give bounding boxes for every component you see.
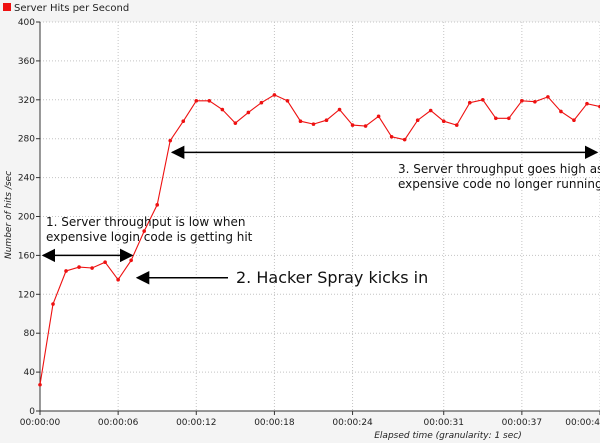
y-tick-label: 0 — [29, 407, 35, 417]
data-point — [350, 123, 355, 127]
data-point — [480, 98, 485, 102]
data-point — [155, 203, 160, 207]
x-tick-label: 00:00:31 — [424, 418, 464, 428]
x-tick-label: 00:00:18 — [254, 418, 295, 428]
y-tick-label: 360 — [18, 57, 35, 67]
data-point — [428, 108, 433, 113]
data-point — [507, 116, 511, 121]
data-point — [585, 101, 589, 106]
y-tick-label: 80 — [24, 329, 36, 339]
data-point — [533, 99, 537, 104]
data-point — [467, 100, 472, 105]
data-point — [90, 266, 94, 270]
data-point — [285, 98, 290, 103]
y-tick-label: 40 — [24, 368, 36, 378]
data-point — [77, 265, 81, 269]
annotation-2-text: 2. Hacker Spray kicks in — [236, 268, 428, 287]
data-point — [389, 134, 394, 139]
data-point — [494, 116, 498, 121]
legend-swatch — [3, 3, 11, 11]
data-point — [51, 302, 55, 306]
y-tick-label: 200 — [18, 213, 35, 223]
data-point — [546, 95, 550, 99]
data-point — [454, 123, 459, 127]
x-tick-label: 00:00:06 — [98, 418, 139, 428]
data-point — [129, 258, 133, 263]
axes: 0 40 80 120 160 200 240 280 320 360 400 00:00:00 00:… — [18, 18, 600, 428]
data-point — [38, 382, 42, 387]
data-point — [181, 119, 186, 123]
data-point — [402, 137, 407, 142]
data-point — [311, 122, 316, 126]
x-axis-title: Elapsed time (granularity: 1 sec) — [374, 431, 522, 441]
x-tick-label: 00:00:4 — [565, 418, 600, 428]
annotation-1-text: 1. Server throughput is low when — [46, 215, 245, 229]
y-tick-label: 280 — [18, 135, 35, 145]
data-point — [246, 110, 251, 115]
x-tick-label: 00:00:24 — [332, 418, 373, 428]
data-point — [298, 119, 303, 123]
y-tick-label: 120 — [18, 290, 35, 300]
data-point — [259, 100, 264, 105]
data-point — [324, 118, 329, 123]
legend-label: Server Hits per Second — [14, 3, 129, 14]
legend: Server Hits per Second — [3, 3, 129, 14]
annotations: 1. Server throughput is low whenexpensiv… — [41, 145, 600, 287]
y-tick-label: 320 — [18, 96, 35, 106]
data-point — [64, 269, 68, 273]
data-point — [168, 138, 173, 143]
data-point — [142, 229, 146, 233]
data-point — [272, 93, 277, 97]
data-point — [363, 124, 368, 128]
y-tick-label: 160 — [18, 251, 35, 261]
y-axis-title: Number of hits /sec — [4, 171, 14, 259]
annotation-3-text: 3. Server throughput goes high as — [398, 162, 600, 176]
x-tick-label: 00:00:12 — [176, 418, 216, 428]
data-point — [194, 98, 199, 103]
x-tick-label: 00:00:37 — [502, 418, 542, 428]
data-point — [572, 118, 576, 123]
data-point — [103, 260, 107, 265]
data-point — [520, 98, 524, 103]
y-tick-label: 400 — [18, 18, 35, 28]
x-tick-label: 00:00:00 — [20, 418, 61, 428]
data-point — [220, 107, 225, 112]
y-tick-label: 240 — [18, 174, 35, 184]
annotation-3-text: expensive code no longer running — [398, 177, 600, 191]
data-point — [559, 109, 563, 114]
data-point — [207, 98, 212, 103]
data-point — [337, 107, 342, 112]
data-point — [233, 121, 238, 125]
data-point — [415, 118, 420, 123]
annotation-1-text: expensive login code is getting hit — [46, 230, 253, 244]
data-point — [376, 114, 381, 119]
data-point — [441, 119, 446, 123]
data-point — [116, 277, 120, 282]
